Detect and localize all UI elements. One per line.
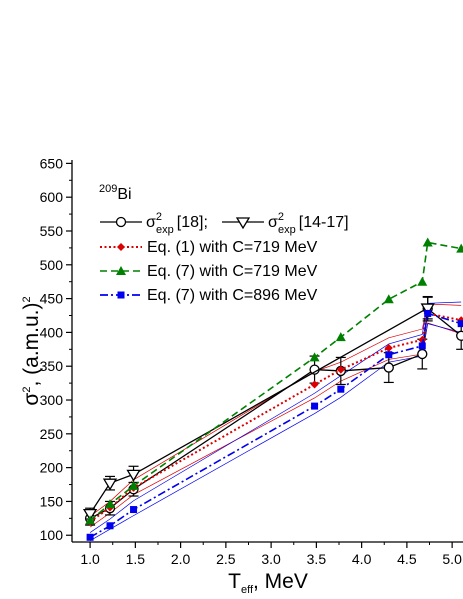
legend-label-eq7b: Eq. (7) with C=896 MeV (147, 287, 318, 304)
series-line-eq1 (89, 312, 462, 523)
point-eq7a (383, 294, 394, 304)
y-tick-label: 200 (40, 460, 64, 476)
point-eq7a (422, 237, 433, 247)
y-axis-title: σ2, (a.m.u.)2 (20, 296, 43, 405)
point-eq7a (417, 276, 428, 286)
isotope-annotation: 209Bi (99, 183, 132, 203)
legend-marker-exp1417 (235, 217, 251, 230)
point-eq7a (456, 243, 463, 253)
x-ticks: 1.0 1.5 2.0 2.5 3.0 3.5 4.0 4.5 5.0 (80, 542, 462, 567)
y-tick-label: 650 (40, 155, 64, 171)
series-line-exp18 (89, 307, 462, 519)
point-eq7b (418, 342, 426, 350)
series-eq1 (86, 309, 463, 526)
legend-marker-eq7a (116, 266, 126, 275)
point-eq7a (105, 499, 116, 509)
point-eq7a (309, 352, 320, 362)
y-tick-label: 600 (40, 189, 64, 205)
y-tick-label: 550 (40, 223, 64, 239)
point-eq1 (336, 365, 345, 374)
series-exp1417 (82, 296, 435, 521)
axes (71, 160, 463, 543)
point-exp1417 (126, 469, 141, 482)
legend-entry-eq1: Eq. (1) with C=719 MeV (100, 239, 318, 256)
point-eq7a (85, 515, 96, 525)
point-eq1 (384, 343, 393, 352)
band-1-upper-line (89, 301, 462, 533)
point-eq7b (311, 402, 319, 410)
legend-entry-exp: σ2 exp [18]; σ2 exp [14-17] (100, 211, 349, 236)
legend: σ2 exp [18]; σ2 exp [14-17] Eq. (1) with C=7… (100, 211, 349, 304)
y-tick-label: 500 (40, 257, 64, 273)
legend-label-exp1417: σ2 exp [14-17] (268, 211, 349, 236)
band-0-lower-line (89, 322, 462, 528)
x-axis-title: Teff, MeV (228, 570, 308, 596)
legend-entry-eq7a: Eq. (7) with C=719 MeV (100, 263, 318, 280)
point-eq7a (128, 480, 139, 490)
x-tick-label: 3.0 (261, 551, 281, 567)
point-eq7b (337, 385, 345, 393)
point-eq7b (106, 522, 114, 530)
legend-marker-eq7b (117, 291, 125, 299)
point-eq7b (424, 309, 432, 317)
y-ticks: 100 150 200 250 300 350 400 450 500 550 600 650 (40, 155, 72, 543)
point-eq7b (130, 506, 138, 514)
point-eq7b (86, 533, 94, 541)
series-exp18 (84, 295, 463, 526)
y-tick-label: 300 (40, 392, 64, 408)
legend-label-exp18: σ2 exp [18]; (146, 211, 208, 236)
legend-marker-eq1 (117, 243, 125, 251)
y-tick-label: 350 (40, 358, 64, 374)
x-tick-label: 3.5 (307, 551, 327, 567)
point-eq7b (385, 351, 393, 359)
legend-entry-eq7b: Eq. (7) with C=896 MeV (100, 287, 318, 304)
series-layer (82, 237, 463, 541)
point-eq7a (335, 332, 346, 342)
x-tick-label: 2.5 (216, 551, 236, 567)
series-line-eq7a (89, 241, 462, 521)
legend-label-eq1: Eq. (1) with C=719 MeV (147, 239, 318, 256)
point-exp18 (456, 330, 463, 341)
point-exp1417 (82, 508, 98, 521)
y-tick-label: 400 (40, 324, 64, 340)
x-tick-label: 1.5 (126, 551, 146, 567)
point-exp1417 (102, 478, 118, 491)
y-tick-label: 100 (40, 527, 64, 543)
point-eq1 (418, 335, 427, 344)
uncertainty-bands (89, 301, 462, 541)
y-tick-label: 150 (40, 493, 64, 509)
y-tick-label: 450 (40, 291, 64, 307)
point-exp1417 (420, 303, 435, 316)
point-eq1 (310, 380, 319, 389)
x-tick-label: 1.0 (80, 551, 100, 567)
x-tick-label: 5.0 (442, 551, 462, 567)
series-line-eq7b (89, 312, 462, 538)
x-tick-label: 2.0 (171, 551, 191, 567)
legend-label-eq7a: Eq. (7) with C=719 MeV (147, 263, 318, 280)
point-eq7b (457, 320, 463, 328)
series-eq7a (85, 237, 463, 525)
band-1-lower-line (89, 323, 462, 541)
series-eq7b (86, 309, 463, 541)
band-0-upper-line (89, 303, 462, 517)
series-line-exp1417 (89, 307, 429, 514)
point-exp18 (383, 362, 394, 373)
point-exp18 (417, 348, 428, 360)
x-tick-label: 4.0 (352, 551, 372, 567)
x-tick-label: 4.5 (397, 551, 417, 567)
legend-marker-exp18 (115, 216, 127, 228)
y-tick-label: 250 (40, 426, 64, 442)
